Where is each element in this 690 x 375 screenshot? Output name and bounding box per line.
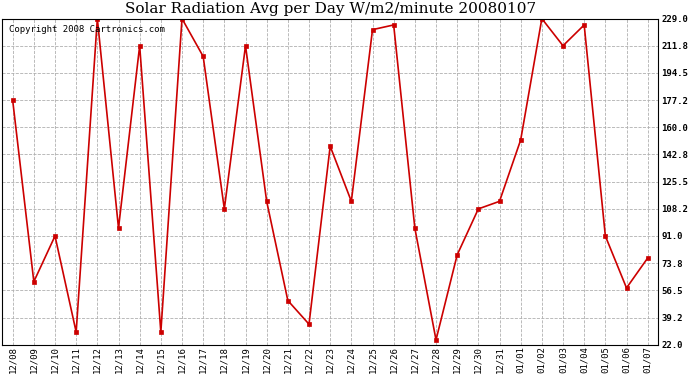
Title: Solar Radiation Avg per Day W/m2/minute 20080107: Solar Radiation Avg per Day W/m2/minute … [125,2,535,16]
Text: Copyright 2008 Cartronics.com: Copyright 2008 Cartronics.com [9,25,164,34]
